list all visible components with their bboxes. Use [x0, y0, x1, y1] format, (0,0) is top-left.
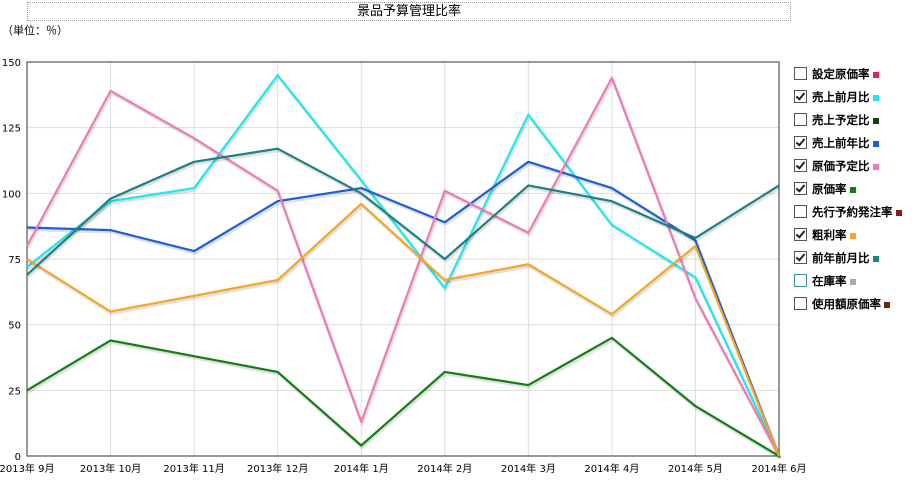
legend-item[interactable]: 売上予定比 [794, 112, 879, 128]
y-tick-label: 100 [2, 189, 21, 200]
x-tick-label: 2013年 11月 [163, 462, 224, 475]
legend-label: 先行予約発注率 [812, 205, 893, 219]
legend-swatch [872, 141, 879, 147]
x-tick-label: 2013年 9月 [0, 462, 55, 475]
legend-label: 原価率 [812, 182, 847, 196]
legend-item[interactable]: 原価予定比 [794, 158, 879, 174]
x-tick-label: 2014年 1月 [334, 462, 389, 475]
legend-swatch [872, 256, 879, 262]
legend-label: 使用額原価率 [812, 297, 881, 311]
legend-checkbox[interactable] [794, 228, 807, 241]
legend-label: 原価予定比 [812, 159, 870, 173]
series-shadow [27, 162, 782, 459]
x-tick-label: 2014年 4月 [584, 462, 639, 475]
legend-swatch [849, 279, 856, 285]
y-tick-label: 25 [8, 386, 21, 397]
x-tick-label: 2013年 12月 [247, 462, 308, 475]
legend-swatch [872, 72, 879, 78]
legend-checkbox[interactable] [794, 136, 807, 149]
legend-swatch [872, 118, 879, 124]
legend-swatch [884, 302, 890, 308]
legend-label: 売上前月比 [812, 90, 870, 104]
series-line [26, 74, 780, 457]
legend-item[interactable]: 粗利率 [794, 227, 856, 243]
y-tick-label: 125 [2, 124, 21, 135]
legend-checkbox[interactable] [794, 67, 807, 80]
series-line [26, 160, 781, 457]
legend-item[interactable]: 売上前月比 [794, 89, 879, 105]
legend-swatch [872, 164, 879, 170]
legend-checkbox[interactable] [794, 251, 807, 264]
series-line [26, 202, 781, 457]
x-tick-label: 2014年 3月 [501, 462, 556, 475]
legend-label: 設定原価率 [812, 67, 870, 81]
legend-label: 売上予定比 [812, 113, 870, 127]
legend-checkbox[interactable] [794, 205, 807, 218]
legend-swatch [849, 233, 856, 239]
y-tick-label: 150 [2, 58, 21, 69]
y-tick-label: 75 [8, 255, 21, 266]
chart-title: 景品予算管理比率 [27, 2, 791, 21]
legend-checkbox[interactable] [794, 90, 807, 103]
legend-item[interactable]: 売上前年比 [794, 135, 879, 151]
legend-swatch [872, 95, 879, 101]
series-line [26, 336, 780, 457]
x-tick-label: 2014年 6月 [752, 462, 807, 475]
y-tick-label: 0 [15, 452, 21, 463]
legend-checkbox[interactable] [794, 274, 807, 287]
legend-item[interactable]: 設定原価率 [794, 66, 879, 82]
y-tick-label: 50 [8, 321, 21, 332]
legend-item[interactable]: 前年前月比 [794, 250, 879, 266]
legend-checkbox[interactable] [794, 159, 807, 172]
x-tick-label: 2014年 5月 [668, 462, 723, 475]
legend-label: 在庫率 [812, 274, 847, 288]
legend-checkbox[interactable] [794, 182, 807, 195]
series-line [26, 76, 780, 457]
legend-checkbox[interactable] [794, 113, 807, 126]
legend-item[interactable]: 先行予約発注率 [794, 204, 902, 220]
series-line [26, 147, 780, 276]
legend-swatch [895, 210, 902, 216]
legend-label: 前年前月比 [812, 251, 870, 265]
legend-swatch [849, 187, 856, 193]
legend-checkbox[interactable] [794, 297, 807, 310]
legend-item[interactable]: 使用額原価率 [794, 296, 890, 312]
x-tick-label: 2014年 2月 [417, 462, 472, 475]
x-tick-label: 2013年 10月 [80, 462, 141, 475]
legend-label: 粗利率 [812, 228, 847, 242]
unit-label: （単位：％） [2, 24, 68, 37]
legend-item[interactable]: 在庫率 [794, 273, 856, 289]
legend-label: 売上前年比 [812, 136, 870, 150]
legend-item[interactable]: 原価率 [794, 181, 856, 197]
